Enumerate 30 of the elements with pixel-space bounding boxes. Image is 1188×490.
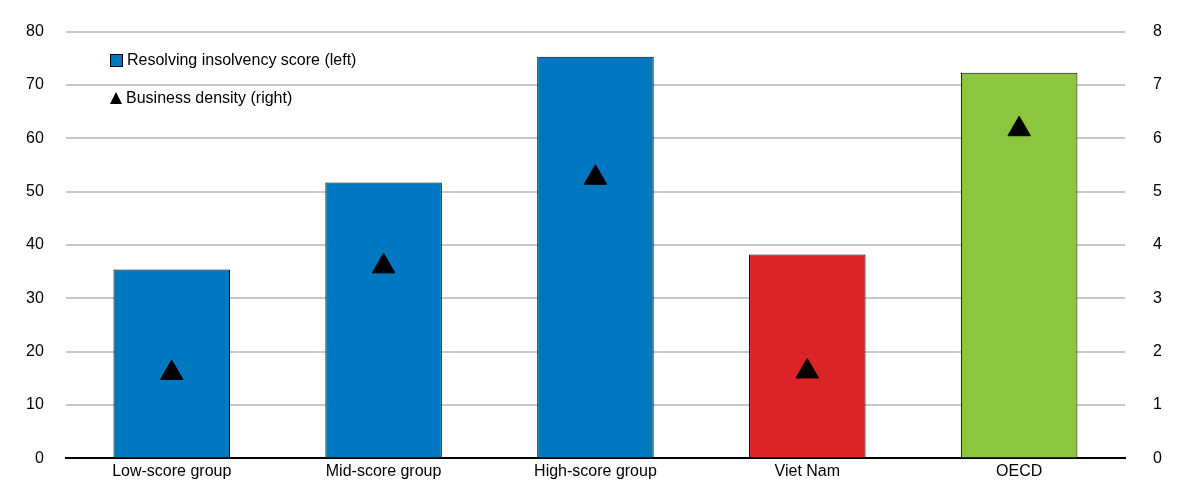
x-tick-label: OECD [996, 462, 1043, 480]
x-tick-label: Viet Nam [774, 462, 841, 480]
point [795, 357, 820, 379]
y2-tick-label: 6 [1153, 128, 1163, 146]
legend-label: Business density (right) [126, 89, 293, 107]
y2-tick-label: 1 [1153, 395, 1163, 413]
y2-tick-label: 0 [1153, 448, 1163, 466]
x-tick-label: Mid-score group [325, 462, 442, 480]
y-tick-label: 0 [34, 448, 44, 466]
y-tick-label: 20 [26, 342, 44, 360]
point [1007, 115, 1031, 137]
point [159, 359, 184, 381]
y-tick-label: 50 [26, 182, 44, 200]
y-tick-label: 30 [26, 288, 44, 306]
y-tick-label: 40 [26, 235, 44, 253]
legend-label: Resolving insolvency score (left) [127, 51, 357, 69]
y2-tick-label: 5 [1153, 182, 1163, 200]
y2-tick-label: 4 [1153, 235, 1163, 253]
y2-tick-label: 2 [1153, 342, 1163, 360]
x-tick-label: Low-score group [112, 462, 232, 480]
y-tick-label: 10 [26, 395, 44, 413]
y2-tick-label: 7 [1153, 75, 1163, 93]
y-tick-label: 80 [26, 22, 44, 40]
y-tick-label: 60 [26, 128, 44, 146]
point [371, 252, 396, 274]
y2-tick-label: 3 [1153, 288, 1163, 306]
x-tick-label: High-score group [534, 462, 657, 480]
point [583, 164, 608, 185]
y-tick-label: 70 [26, 75, 44, 93]
y2-tick-label: 8 [1153, 22, 1163, 40]
